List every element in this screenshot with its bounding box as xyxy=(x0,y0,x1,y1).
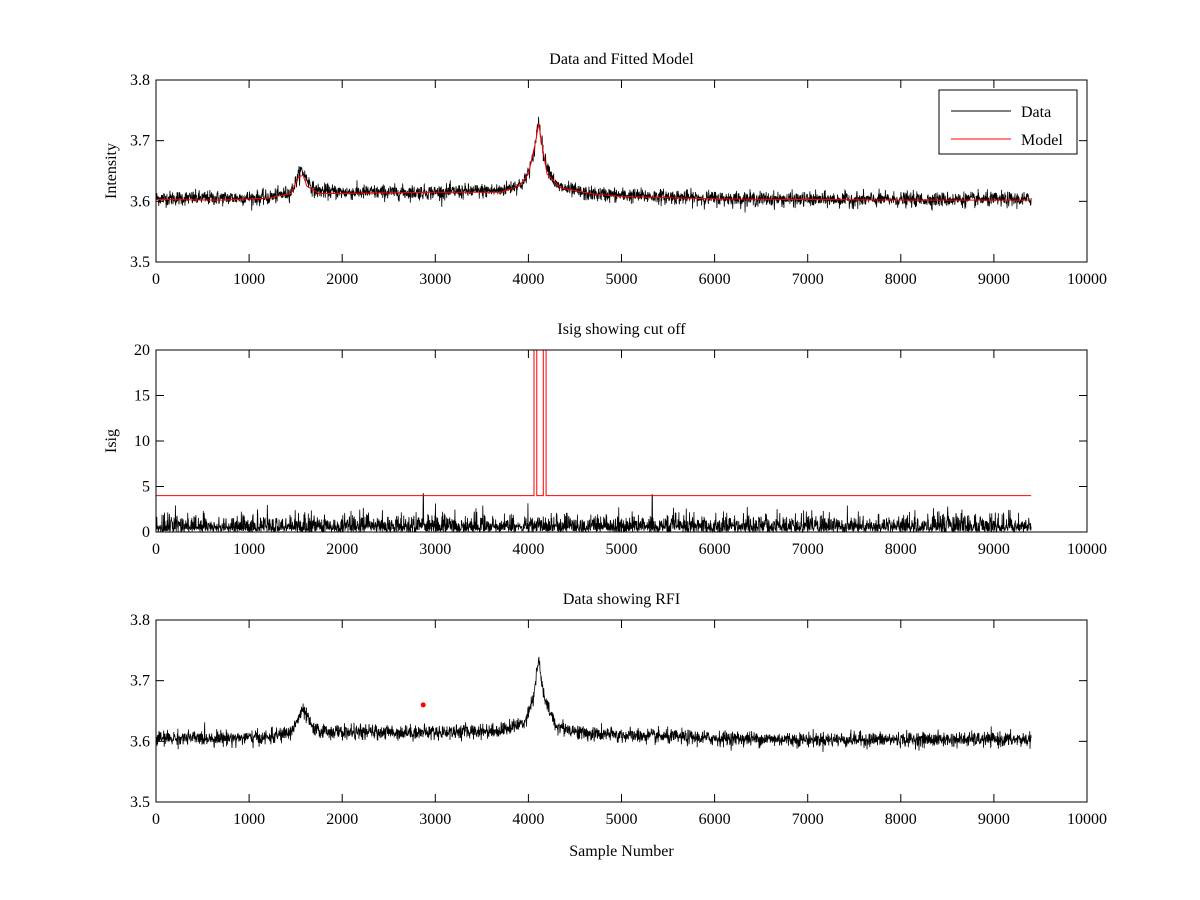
x-tick-label: 4000 xyxy=(512,271,544,288)
x-tick-label: 9000 xyxy=(978,811,1010,828)
x-tick-label: 7000 xyxy=(792,541,824,558)
x-tick-label: 0 xyxy=(152,271,160,288)
y-tick-label: 3.6 xyxy=(130,193,150,210)
axes-box xyxy=(155,619,1088,803)
x-tick-label: 8000 xyxy=(885,271,917,288)
series-data xyxy=(155,116,1032,213)
x-axis-label: Sample Number xyxy=(569,843,674,860)
y-tick-label: 0 xyxy=(142,524,150,541)
x-tick-label: 1000 xyxy=(233,541,265,558)
y-tick-label: 3.8 xyxy=(130,72,150,89)
x-tick-label: 3000 xyxy=(419,271,451,288)
x-tick-label: 9000 xyxy=(978,271,1010,288)
chart-title: Data and Fitted Model xyxy=(549,51,694,68)
legend-label: Data xyxy=(1021,104,1051,121)
series-line xyxy=(155,493,1032,534)
y-tick-label: 5 xyxy=(142,479,150,496)
y-tick-label: 15 xyxy=(134,388,150,405)
y-axis-label: Isig xyxy=(103,429,120,453)
chart-panel-1: 0 1000 2000 3000 4000 5000 6000 7000 8000 9000 100… xyxy=(103,51,1107,288)
x-tick-label: 4000 xyxy=(512,811,544,828)
legend-box xyxy=(938,89,1078,155)
x-tick-label: 4000 xyxy=(512,541,544,558)
x-tick-label: 9000 xyxy=(978,541,1010,558)
x-tick-label: 6000 xyxy=(699,271,731,288)
x-tick-label: 7000 xyxy=(792,271,824,288)
series-2 xyxy=(420,702,426,708)
y-tick-label: 20 xyxy=(134,342,150,359)
x-tick-label: 6000 xyxy=(699,811,731,828)
chart-title: Data showing RFI xyxy=(563,591,680,608)
x-tick-label: 5000 xyxy=(606,541,638,558)
series-line xyxy=(155,123,1032,201)
series-line xyxy=(156,349,1032,497)
x-tick-label: 8000 xyxy=(885,541,917,558)
y-tick-label: 10 xyxy=(134,433,150,450)
y-tick-label: 3.8 xyxy=(130,612,150,629)
series-line xyxy=(155,656,1032,752)
axes-box xyxy=(155,349,1088,533)
x-tick-label: 10000 xyxy=(1067,811,1107,828)
x-tick-label: 5000 xyxy=(606,811,638,828)
x-tick-label: 3000 xyxy=(419,811,451,828)
x-tick-label: 0 xyxy=(152,541,160,558)
x-tick-label: 7000 xyxy=(792,811,824,828)
chart-panel-3: 0 1000 2000 3000 4000 5000 6000 7000 8000 9000 100… xyxy=(130,591,1107,860)
series-model xyxy=(155,123,1032,201)
chart-title: Isig showing cut off xyxy=(557,321,686,338)
x-tick-label: 3000 xyxy=(419,541,451,558)
chart-panel-2: 0 1000 2000 3000 4000 5000 6000 7000 8000 9000 100… xyxy=(103,321,1107,558)
x-tick-label: 10000 xyxy=(1067,541,1107,558)
y-tick-label: 3.5 xyxy=(130,794,150,811)
y-axis-label: Intensity xyxy=(103,143,120,199)
series-line xyxy=(155,116,1032,213)
x-tick-label: 6000 xyxy=(699,541,731,558)
x-tick-label: 10000 xyxy=(1067,271,1107,288)
x-tick-label: 5000 xyxy=(606,271,638,288)
x-tick-label: 2000 xyxy=(326,541,358,558)
x-tick-label: 0 xyxy=(152,811,160,828)
x-tick-label: 2000 xyxy=(326,811,358,828)
legend: Data Model xyxy=(938,89,1078,155)
series-2 xyxy=(156,349,1032,497)
y-tick-label: 3.6 xyxy=(130,733,150,750)
y-tick-label: 3.7 xyxy=(130,673,150,690)
y-tick-label: 3.5 xyxy=(130,254,150,271)
series-1 xyxy=(155,656,1032,752)
x-tick-label: 1000 xyxy=(233,811,265,828)
y-tick-label: 3.7 xyxy=(130,133,150,150)
x-tick-label: 8000 xyxy=(885,811,917,828)
series-1 xyxy=(155,493,1032,534)
x-tick-label: 2000 xyxy=(326,271,358,288)
rfi-point xyxy=(420,702,426,708)
legend-label: Model xyxy=(1021,132,1063,149)
x-tick-label: 1000 xyxy=(233,271,265,288)
